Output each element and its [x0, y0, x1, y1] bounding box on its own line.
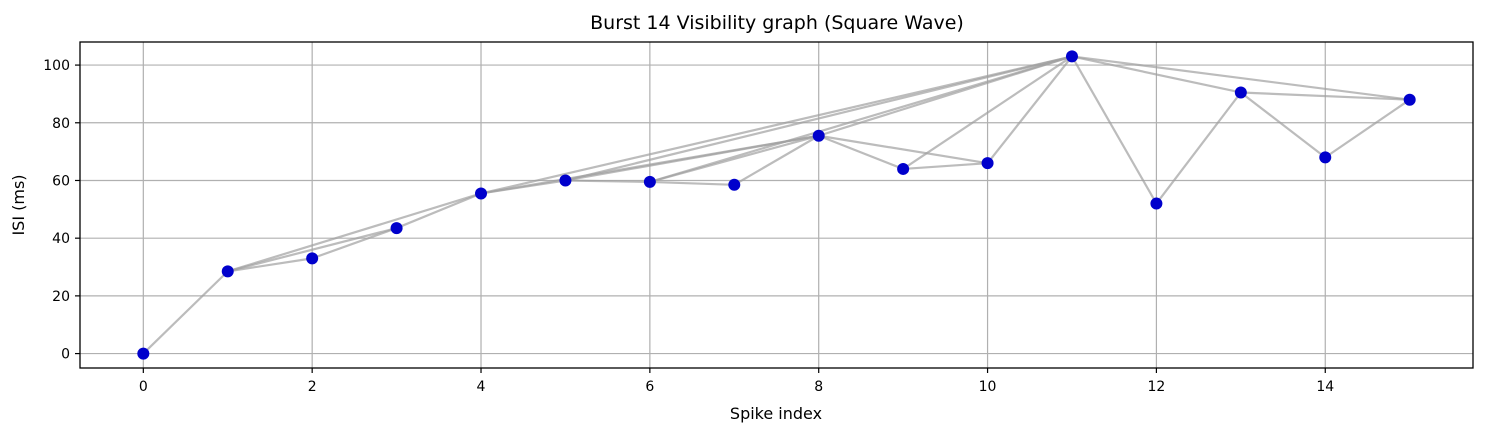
- data-point: [1150, 197, 1163, 210]
- graph-edge: [1240, 91, 1410, 101]
- graph-edge: [1155, 91, 1242, 205]
- graph-edge: [565, 179, 650, 184]
- x-tick-label: 12: [1147, 379, 1165, 395]
- data-point: [812, 129, 825, 142]
- y-tick-label: 0: [61, 347, 70, 363]
- data-point: [390, 222, 403, 235]
- graph-edge: [1071, 55, 1158, 205]
- data-point: [1319, 151, 1332, 164]
- x-axis-ticks: 0 2 4 6 8 10 12 14: [139, 368, 1334, 395]
- data-point: [221, 265, 234, 278]
- data-point: [475, 187, 488, 200]
- data-points: [137, 50, 1416, 360]
- x-tick-label: 8: [814, 379, 823, 395]
- graph-edge: [818, 134, 988, 165]
- graph-edge: [649, 180, 735, 186]
- graph-edge: [396, 192, 482, 230]
- graph-edge: [986, 55, 1073, 164]
- y-tick-label: 40: [52, 231, 70, 247]
- graph-edge: [142, 270, 229, 355]
- graph-edge: [227, 227, 397, 273]
- graph-edge: [818, 55, 1073, 137]
- graph-edge: [480, 55, 1073, 195]
- x-tick-label: 4: [477, 379, 486, 395]
- data-point: [728, 178, 741, 191]
- x-tick-label: 2: [308, 379, 317, 395]
- graph-edge: [227, 257, 313, 273]
- graph-edge: [902, 55, 1073, 170]
- grid: [80, 42, 1473, 368]
- x-tick-label: 6: [645, 379, 654, 395]
- data-point: [643, 175, 656, 188]
- chart-title: Burst 14 Visibility graph (Square Wave): [590, 12, 964, 34]
- y-tick-label: 20: [52, 289, 70, 305]
- graph-edge: [818, 134, 904, 170]
- plot-frame: [79, 41, 1474, 369]
- data-point: [1403, 93, 1416, 106]
- data-point: [1065, 50, 1078, 63]
- data-point: [559, 174, 572, 187]
- x-tick-label: 0: [139, 379, 148, 395]
- data-point: [981, 157, 994, 170]
- graph-edges: [142, 55, 1411, 355]
- graph-edge: [1240, 91, 1326, 159]
- data-point: [306, 252, 319, 265]
- y-tick-label: 80: [52, 116, 70, 132]
- graph-edge: [311, 227, 397, 260]
- y-axis-ticks: 0 20 40 60 80 100: [43, 58, 80, 363]
- y-tick-label: 100: [43, 58, 70, 74]
- y-tick-label: 60: [52, 173, 70, 189]
- graph-edge: [565, 55, 1073, 182]
- graph-edge: [733, 134, 820, 186]
- data-point: [1234, 86, 1247, 99]
- x-tick-label: 10: [979, 379, 997, 395]
- x-tick-label: 14: [1316, 379, 1334, 395]
- graph-edge: [1324, 98, 1411, 159]
- graph-edge: [227, 192, 482, 273]
- data-point: [137, 347, 150, 360]
- graph-edge: [903, 162, 988, 171]
- y-axis-label: ISI (ms): [9, 174, 28, 235]
- graph-edge: [1071, 55, 1242, 94]
- x-axis-label: Spike index: [730, 404, 822, 423]
- data-point: [897, 162, 910, 175]
- graph-edge: [1071, 55, 1410, 101]
